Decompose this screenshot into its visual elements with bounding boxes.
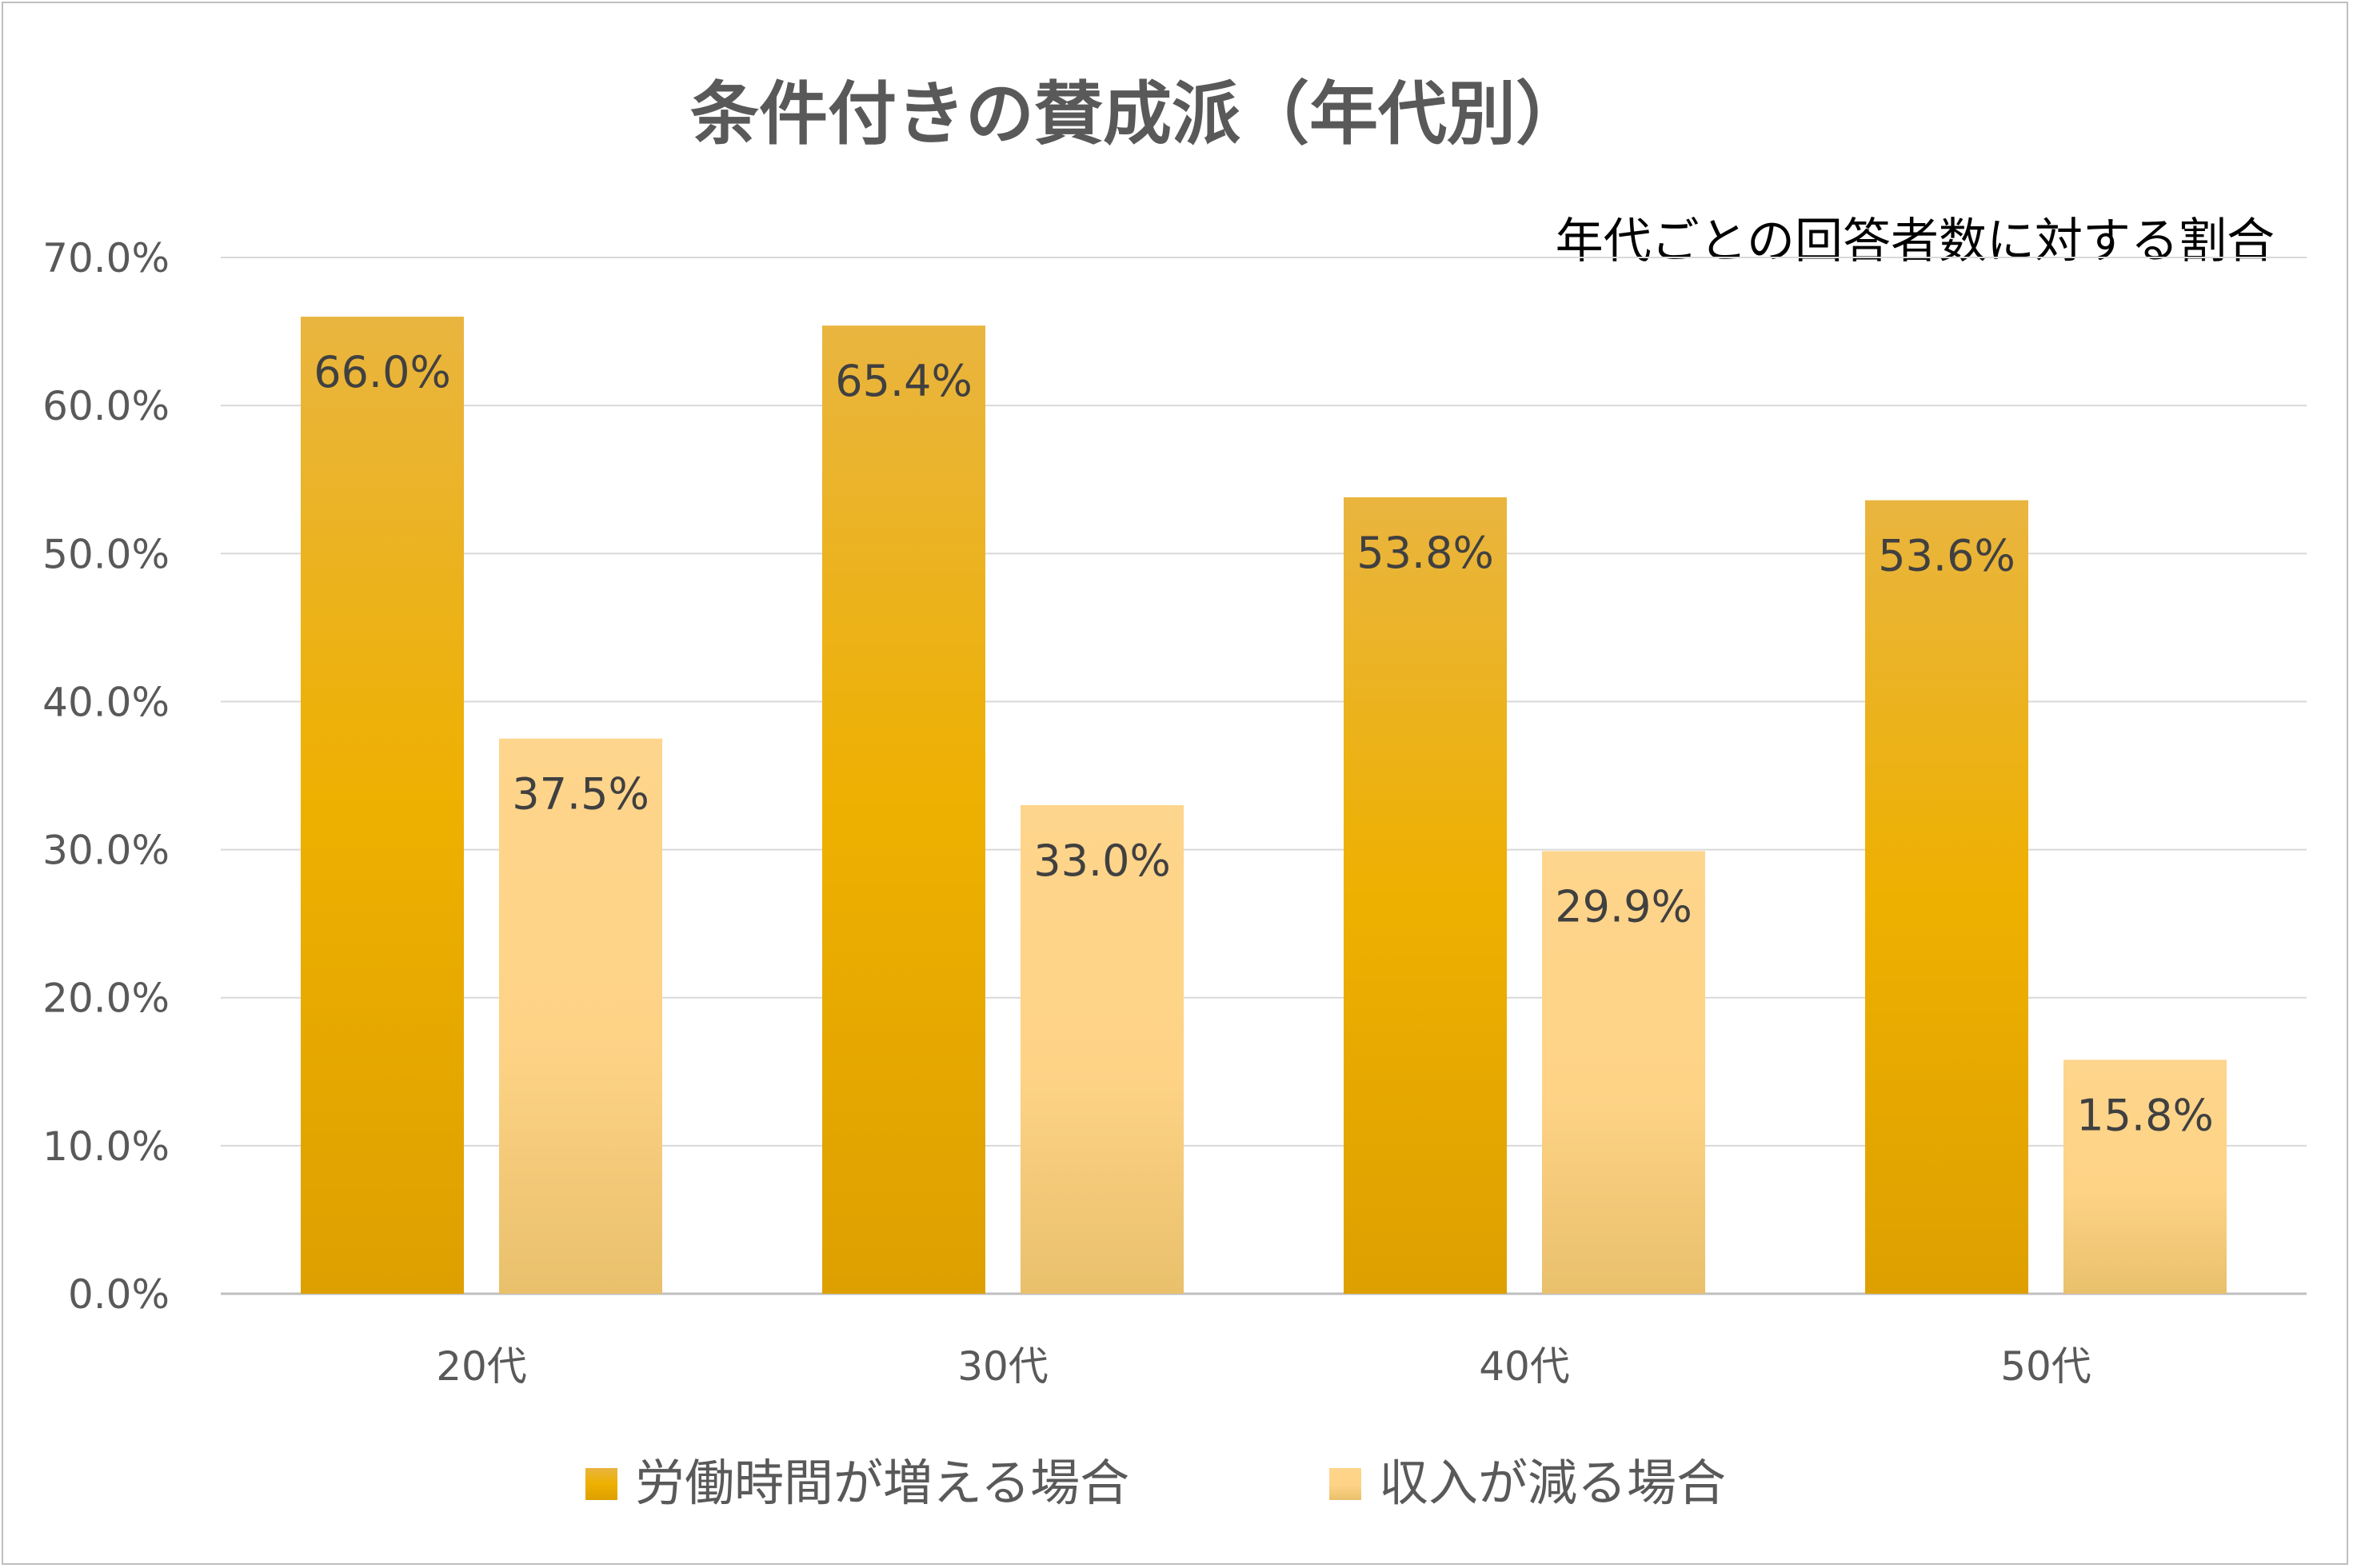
x-axis-categories: 20代 30代 40代 50代 xyxy=(436,1343,2091,1390)
legend-swatch-series-1 xyxy=(585,1468,617,1500)
bar-series-2-2 xyxy=(1021,805,1184,1294)
x-category-label: 20代 xyxy=(436,1343,527,1390)
x-category-label: 30代 xyxy=(957,1343,1049,1390)
data-label: 15.8% xyxy=(2076,1090,2214,1140)
data-label: 53.8% xyxy=(1356,528,1494,578)
bar-series-1-1 xyxy=(301,317,464,1294)
x-category-label: 50代 xyxy=(2000,1343,2091,1390)
legend: 労働時間が増える場合 収入が減る場合 xyxy=(585,1454,1726,1512)
bar-series-1-3 xyxy=(1344,497,1507,1294)
bar-series-1-4 xyxy=(1865,500,2028,1294)
bar-series-1-2 xyxy=(822,325,985,1294)
legend-swatch-series-2 xyxy=(1329,1468,1361,1500)
y-tick-label: 70.0% xyxy=(42,235,170,281)
chart-subtitle: 年代ごとの回答者数に対する割合 xyxy=(1556,213,2275,269)
data-labels: 66.0% 37.5% 65.4% 33.0% 53.8% 29.9% 53.6% 15.8% xyxy=(314,347,2214,1140)
bars xyxy=(301,317,2227,1294)
legend-label-series-2: 収入が減る場合 xyxy=(1379,1454,1726,1512)
bar-series-2-3 xyxy=(1542,851,1705,1294)
y-axis-ticks: 0.0% 10.0% 20.0% 30.0% 40.0% 50.0% 60.0% 70.0% xyxy=(42,235,170,1318)
bar-series-2-4 xyxy=(2063,1059,2227,1294)
chart-title: 条件付きの賛成派（年代別） xyxy=(690,74,1584,154)
y-tick-label: 30.0% xyxy=(42,828,170,874)
data-label: 37.5% xyxy=(512,769,649,820)
legend-label-series-1: 労働時間が増える場合 xyxy=(635,1454,1129,1512)
y-tick-label: 0.0% xyxy=(68,1271,170,1318)
data-label: 66.0% xyxy=(314,347,451,397)
y-tick-label: 60.0% xyxy=(42,383,170,429)
x-category-label: 40代 xyxy=(1479,1343,1570,1390)
data-label: 29.9% xyxy=(1555,881,1692,932)
bar-chart: 条件付きの賛成派（年代別） 年代ごとの回答者数に対する割合 0.0% 10.0% 2… xyxy=(42,74,2307,1512)
y-tick-label: 40.0% xyxy=(42,679,170,725)
data-label: 53.6% xyxy=(1878,531,2015,581)
y-tick-label: 50.0% xyxy=(42,531,170,577)
data-label: 33.0% xyxy=(1033,836,1171,886)
y-tick-label: 20.0% xyxy=(42,976,170,1022)
data-label: 65.4% xyxy=(835,356,973,406)
bar-series-2-1 xyxy=(499,738,662,1294)
y-tick-label: 10.0% xyxy=(42,1123,170,1170)
